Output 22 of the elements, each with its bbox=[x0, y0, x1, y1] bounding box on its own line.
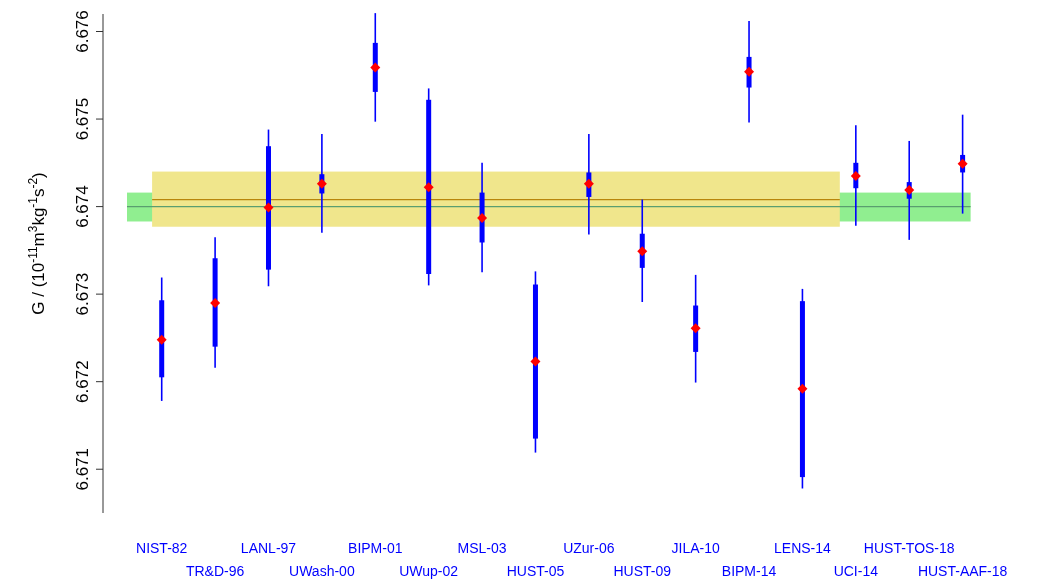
x-tick-label: HUST-AAF-18 bbox=[917, 563, 1008, 579]
y-tick-label: 6.674 bbox=[73, 185, 92, 228]
y-tick-label: 6.672 bbox=[73, 360, 92, 403]
x-tick-label: UWup-02 bbox=[399, 563, 459, 579]
x-tick-label: HUST-09 bbox=[613, 563, 672, 579]
y-tick-label: 6.671 bbox=[73, 447, 92, 491]
x-tick-label: UZur-06 bbox=[563, 540, 615, 556]
x-tick-label: BIPM-01 bbox=[348, 540, 403, 556]
y-tick-label: 6.675 bbox=[73, 97, 92, 141]
x-tick-label: UCI-14 bbox=[833, 563, 879, 579]
x-tick-label: LANL-97 bbox=[240, 540, 297, 556]
x-tick-label: UWash-00 bbox=[289, 563, 355, 579]
x-tick-label: TR&D-96 bbox=[185, 563, 245, 579]
x-tick-label: HUST-05 bbox=[506, 563, 565, 579]
x-tick-label: JILA-10 bbox=[671, 540, 720, 556]
y-tick-label: 6.676 bbox=[73, 10, 92, 53]
x-tick-label: NIST-82 bbox=[136, 540, 188, 556]
y-tick-label: 6.673 bbox=[73, 272, 92, 316]
x-tick-label: BIPM-14 bbox=[721, 563, 777, 579]
x-tick-label: MSL-03 bbox=[457, 540, 507, 556]
x-tick-label: HUST-TOS-18 bbox=[863, 540, 955, 556]
x-tick-label: LENS-14 bbox=[774, 540, 832, 556]
